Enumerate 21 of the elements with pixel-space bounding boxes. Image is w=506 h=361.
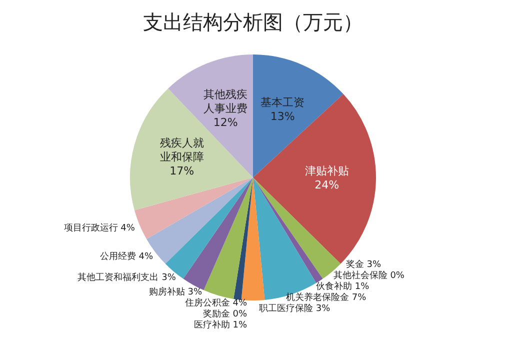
category-label: 奖励金 0% xyxy=(202,310,247,320)
data-label: 13% xyxy=(270,110,295,123)
slice-label: 机关养老保险金 7% xyxy=(286,292,367,303)
slice-label: 医疗补助 1% xyxy=(194,320,248,331)
slice-label: 津贴补贴 xyxy=(304,164,349,178)
slice-label: 伙食补助 1% xyxy=(316,280,370,292)
slice-label: 公用经费 4% xyxy=(100,251,154,262)
slice-label: 奖金 3% xyxy=(346,258,382,270)
data-label: 12% xyxy=(213,116,238,129)
category-label: 其他社会保险 0% xyxy=(333,270,404,281)
slice-label: 购房补贴 3% xyxy=(148,286,202,298)
slice-label: 其他残疾人事业费 xyxy=(204,88,248,115)
slice-label: 基本工资 xyxy=(260,96,305,109)
data-label: 17% xyxy=(170,164,194,178)
slice-label: 住房公积金 4% xyxy=(184,298,248,309)
slice-label: 职工医疗保险 3% xyxy=(259,302,331,314)
slice-label: 残疾人就业和保障 xyxy=(160,136,204,164)
chart-title: 支出结构分析图（万元） xyxy=(143,10,363,34)
slice-label: 其他工资和福利支出 3% xyxy=(78,272,176,284)
slice-label: 项目行政运行 4% xyxy=(64,222,136,234)
data-label: 24% xyxy=(314,178,340,192)
